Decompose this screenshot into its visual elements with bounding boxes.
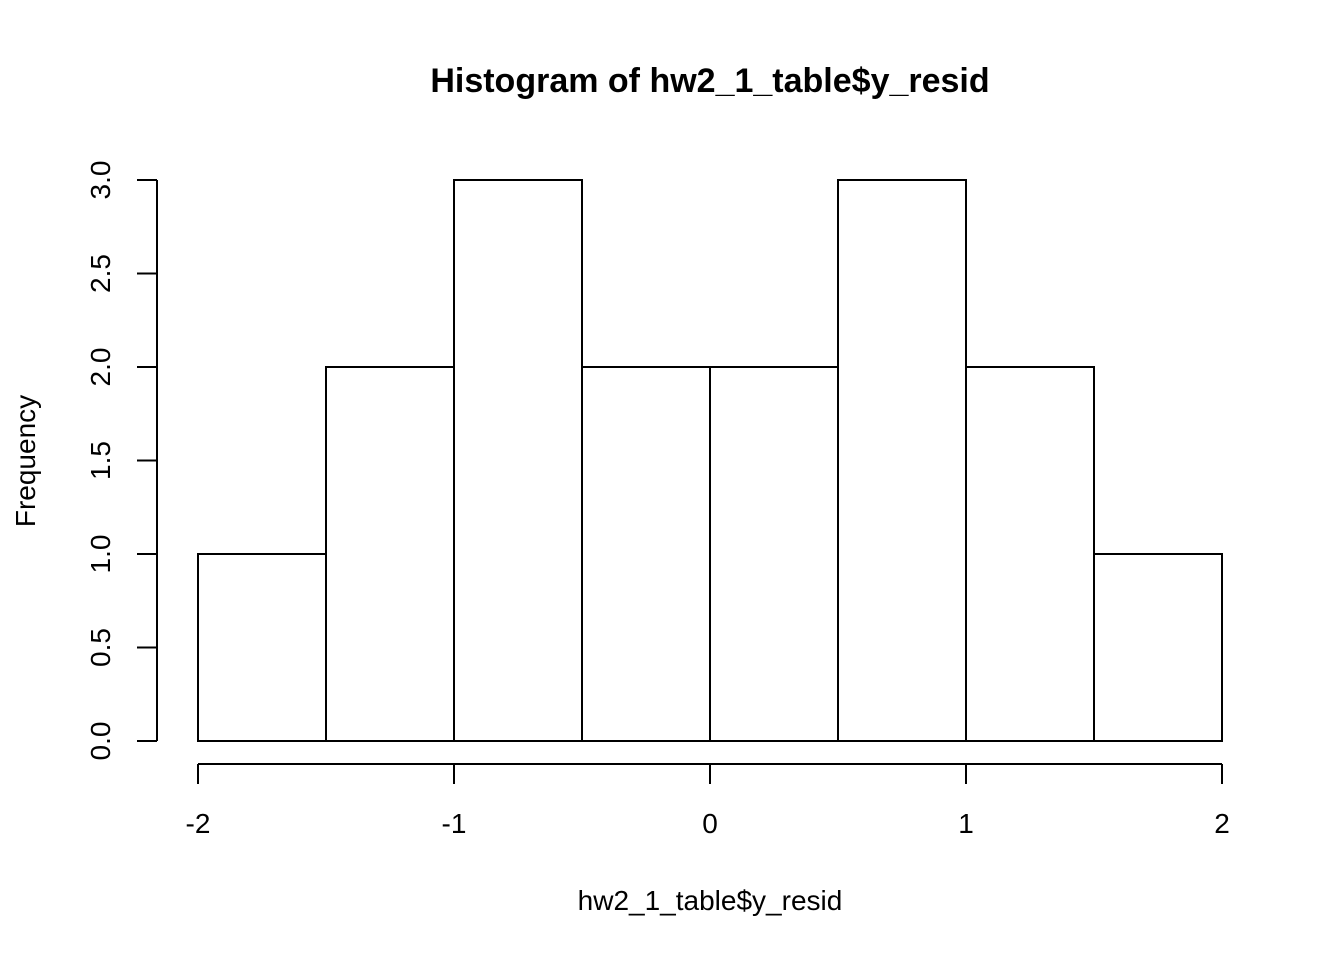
histogram-bar-7 (965, 366, 1095, 742)
y-axis: 0.0 0.5 1.0 1.5 2.0 2.5 3.0 (85, 161, 158, 761)
chart-title: Histogram of hw2_1_table$y_resid (430, 62, 989, 100)
y-axis-title: Frequency (10, 395, 41, 527)
histogram-bar-5 (709, 366, 839, 742)
y-tick-label: 2.0 (85, 348, 116, 387)
histogram-bar-6 (837, 179, 967, 742)
histogram-bar-1 (197, 553, 327, 742)
histogram-bar-3 (453, 179, 583, 742)
y-tick-label: 2.5 (85, 254, 116, 293)
y-tick-label: 1.0 (85, 535, 116, 574)
x-tick-label: 0 (702, 808, 718, 839)
y-tick-label: 3.0 (85, 161, 116, 200)
histogram-bar-2 (325, 366, 455, 742)
y-tick-label: 0.5 (85, 628, 116, 667)
x-axis: -2 -1 0 1 2 (186, 763, 1230, 839)
histogram-bar-4 (581, 366, 711, 742)
bars-group (197, 179, 1223, 742)
x-axis-title: hw2_1_table$y_resid (578, 885, 843, 916)
x-tick-label: -1 (442, 808, 467, 839)
y-tick-label: 1.5 (85, 441, 116, 480)
x-tick-label: 1 (958, 808, 974, 839)
x-tick-label: 2 (1214, 808, 1230, 839)
y-tick-label: 0.0 (85, 722, 116, 761)
x-tick-label: -2 (186, 808, 211, 839)
histogram-bar-8 (1093, 553, 1223, 742)
